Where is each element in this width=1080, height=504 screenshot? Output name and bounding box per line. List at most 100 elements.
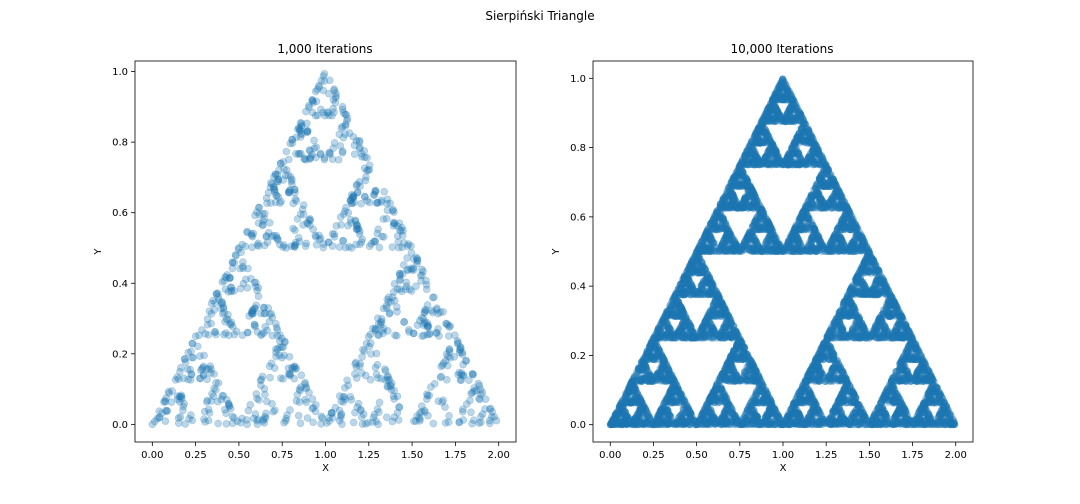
- scatter-point: [335, 406, 344, 415]
- scatter-point: [295, 385, 304, 394]
- scatter-point: [265, 310, 274, 318]
- scatter-point: [357, 149, 366, 158]
- scatter-point: [390, 280, 399, 288]
- scatter-point: [228, 258, 237, 267]
- scatter-point: [290, 363, 299, 371]
- scatter-point: [384, 327, 392, 335]
- scatter-point: [225, 401, 234, 410]
- scatter-point: [274, 175, 282, 184]
- scatter-point: [255, 203, 263, 212]
- scatter-point: [346, 215, 355, 224]
- scatter-point: [381, 376, 390, 384]
- scatter-point: [184, 348, 193, 357]
- scatter-point: [301, 242, 310, 251]
- scatter-point: [388, 293, 397, 302]
- scatter-point: [220, 277, 229, 285]
- scatter-point: [341, 207, 349, 216]
- scatter-point: [419, 314, 428, 323]
- scatter-point: [415, 413, 423, 422]
- scatter-point: [339, 210, 348, 218]
- scatter-point: [161, 417, 170, 425]
- scatter-point: [253, 241, 262, 249]
- scatter-point: [301, 380, 309, 388]
- scatter-point: [303, 414, 312, 422]
- scatter-point: [399, 261, 408, 269]
- scatter-point: [305, 101, 313, 110]
- scatter-point: [297, 122, 306, 131]
- scatter-point: [366, 375, 375, 384]
- scatter-point: [335, 416, 344, 425]
- scatter-point: [316, 149, 325, 158]
- scatter-point: [486, 404, 495, 413]
- x-tick-label: 0.75: [271, 450, 293, 461]
- scatter-point: [453, 337, 462, 345]
- scatter-point: [294, 411, 303, 420]
- scatter-point: [150, 417, 159, 426]
- scatter-point: [222, 420, 231, 428]
- scatter-point: [270, 172, 278, 181]
- scatter-point: [458, 350, 467, 359]
- scatter-point: [349, 418, 358, 427]
- scatter-point: [374, 420, 382, 429]
- scatter-point: [340, 393, 349, 401]
- scatter-point: [317, 412, 326, 421]
- scatter-point: [267, 232, 276, 241]
- scatter-point: [356, 406, 365, 414]
- scatter-point: [409, 255, 418, 263]
- scatter-point: [260, 385, 269, 393]
- scatter-point: [461, 357, 470, 365]
- scatter-point: [417, 402, 426, 410]
- y-tick-label: 0.6: [112, 208, 128, 219]
- scatter-point: [373, 314, 382, 323]
- scatter-point: [305, 216, 313, 224]
- scatter-point: [358, 352, 366, 361]
- scatter-point: [383, 195, 392, 204]
- scatter-point: [390, 395, 399, 403]
- scatter-point: [468, 388, 476, 397]
- scatter-point: [347, 199, 356, 207]
- scatter-point: [470, 416, 478, 424]
- scatter-point: [426, 329, 434, 338]
- scatter-point: [312, 143, 321, 151]
- scatter-point: [184, 375, 192, 384]
- scatter-point: [218, 392, 226, 400]
- scatter-point: [257, 381, 265, 390]
- scatter-point: [432, 305, 441, 314]
- scatter-point: [478, 388, 487, 397]
- scatter-point: [441, 356, 450, 365]
- figure-title: Sierpiński Triangle: [485, 9, 594, 23]
- scatter-point: [341, 122, 350, 130]
- scatter-point: [278, 334, 286, 343]
- scatter-point: [195, 331, 203, 340]
- scatter-point: [300, 155, 309, 164]
- scatter-point: [391, 331, 399, 340]
- scatter-point: [455, 418, 464, 427]
- x-tick-label: 1.25: [358, 450, 380, 461]
- scatter-point: [344, 381, 353, 390]
- scatter-point: [455, 346, 464, 354]
- scatter-point: [253, 420, 262, 429]
- scatter-point: [356, 182, 364, 190]
- scatter-point: [236, 418, 245, 427]
- scatter-point: [400, 318, 408, 326]
- scatter-point: [404, 240, 413, 248]
- x-tick-label: 0.00: [141, 450, 163, 461]
- scatter-point: [271, 188, 279, 196]
- scatter-point: [270, 185, 279, 194]
- scatter-point: [271, 170, 280, 179]
- scatter-point: [320, 70, 329, 78]
- scatter-point: [266, 373, 274, 382]
- scatter-point: [378, 232, 386, 241]
- scatter-point: [319, 108, 327, 117]
- scatter-point: [288, 180, 296, 188]
- scatter-point: [179, 374, 188, 383]
- scatter-point: [455, 368, 463, 377]
- scatter-point: [239, 264, 247, 273]
- scatter-point: [311, 231, 320, 240]
- scatter-point: [270, 184, 278, 192]
- scatter-point: [247, 308, 256, 317]
- scatter-point: [308, 150, 316, 159]
- scatter-point: [346, 197, 355, 205]
- scatter-point: [393, 232, 402, 240]
